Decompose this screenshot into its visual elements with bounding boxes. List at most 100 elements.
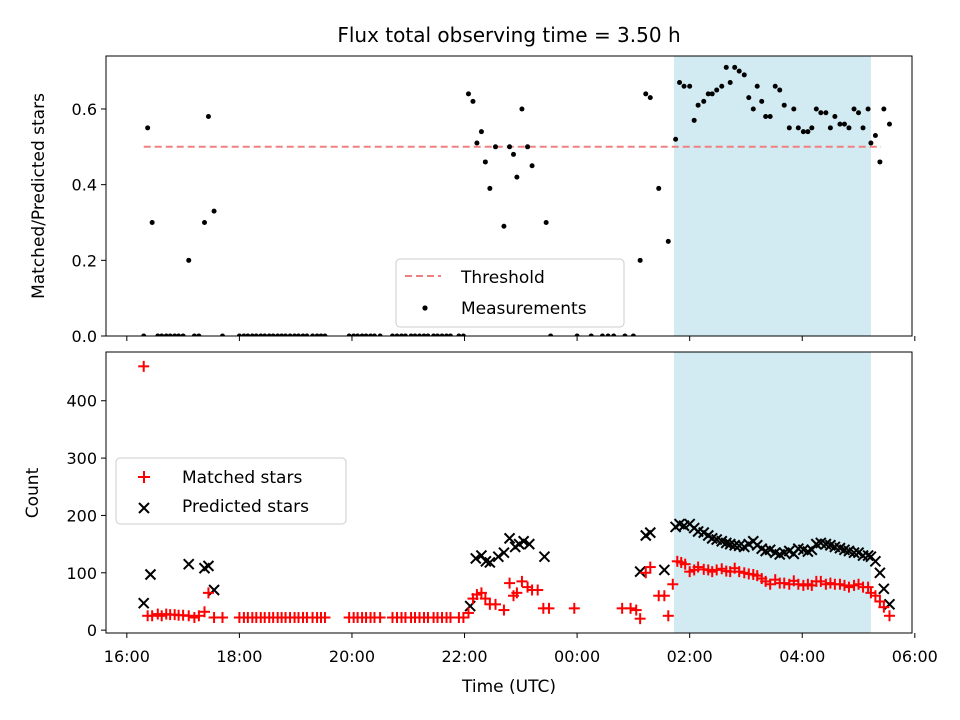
measurement-point [412, 333, 418, 336]
measurement-point [501, 223, 507, 229]
measurement-point [777, 87, 783, 93]
measurement-point [841, 121, 847, 127]
measurement-point [431, 333, 437, 336]
matched-star-point [792, 578, 804, 590]
measurement-point [447, 333, 453, 336]
y-tick-label: 100 [66, 564, 97, 583]
x-tick-label: 02:00 [667, 647, 713, 666]
measurement-point [856, 110, 862, 116]
predicted-star-point [848, 547, 860, 559]
measurement-point [487, 185, 493, 191]
measurement-point [786, 125, 792, 131]
legend-matched-label: Matched stars [182, 468, 302, 488]
matched-star-point [692, 561, 704, 573]
chart-title: Flux total observing time = 3.50 h [337, 23, 680, 47]
measurement-point [270, 333, 276, 336]
measurement-point [805, 129, 811, 135]
measurement-point [818, 110, 824, 116]
measurement-point [262, 333, 268, 336]
measurement-point [368, 333, 374, 336]
matched-star-point [193, 610, 205, 622]
predicted-star-point [720, 537, 732, 549]
measurement-point [665, 238, 671, 244]
predicted-star-point [492, 551, 505, 563]
predicted-star-point [144, 568, 157, 581]
x-tick-label: 20:00 [329, 647, 375, 666]
matched-star-point [198, 606, 210, 618]
matched-star-point [146, 610, 158, 622]
measurement-point [191, 333, 197, 336]
measurement-point [186, 257, 192, 263]
measurement-point [205, 114, 211, 120]
measurement-point [435, 333, 441, 336]
measurement-point [846, 125, 852, 131]
measurement-point [719, 83, 725, 89]
measurement-point [511, 151, 517, 157]
x-tick-label: 00:00 [554, 647, 600, 666]
x-tick-label: 06:00 [892, 647, 938, 666]
measurement-point [398, 333, 404, 336]
matched-star-point [640, 567, 652, 579]
y-tick-label: 400 [66, 392, 97, 411]
measurement-point [355, 333, 361, 336]
predicted-star-point [480, 555, 492, 568]
measurement-point [275, 333, 281, 336]
measurement-point [705, 91, 711, 97]
measurement-point [823, 110, 829, 116]
measurement-point [470, 98, 476, 104]
predicted-star-point [658, 564, 671, 576]
matched-star-point [662, 610, 674, 622]
predicted-star-point [523, 538, 535, 550]
matched-star-point [679, 558, 691, 570]
legend-threshold-label: Threshold [460, 268, 545, 288]
measurement-point [279, 333, 285, 336]
legend-predicted-swatch [138, 502, 150, 514]
measurement-point [837, 121, 843, 127]
y-tick-label: 0.6 [72, 100, 97, 119]
measurement-point [196, 333, 202, 336]
x-tick-label: 18:00 [216, 647, 262, 666]
matched-star-point [843, 581, 855, 593]
matched-star-point [374, 612, 386, 624]
matched-star-point [883, 610, 895, 622]
measurement-point [439, 333, 445, 336]
matched-star-point [644, 561, 656, 573]
measurement-point [868, 140, 874, 146]
top-panel: 0.0 0.2 0.4 0.6 Matched/Predicted stars Thr… [29, 55, 916, 346]
measurement-point [253, 333, 259, 336]
predicted-star-point [470, 552, 482, 565]
measurement-point [630, 333, 636, 336]
measurement-point [417, 333, 423, 336]
top-legend: Threshold Measurements [395, 258, 625, 328]
matched-star-point [568, 602, 580, 614]
measurement-point [444, 333, 450, 336]
measurement-point [145, 125, 151, 131]
measurement-point [241, 333, 247, 336]
legend-predicted-label: Predicted stars [182, 497, 309, 517]
measurement-point [492, 144, 498, 150]
predicted-star-point [517, 535, 530, 547]
measurement-point [548, 333, 554, 336]
measurement-point [141, 333, 147, 336]
measurement-point [529, 163, 535, 169]
measurement-point [304, 333, 310, 336]
measurements-points [141, 64, 892, 336]
measurement-point [408, 333, 414, 336]
measurement-point [800, 129, 806, 135]
matched-star-point [625, 602, 637, 614]
matched-star-point [733, 566, 745, 578]
bottom-x-axis: 16:00 18:00 20:00 22:00 00:00 02:00 04:00 06:00 [104, 633, 938, 666]
measurement-point [346, 333, 352, 336]
legend-measurements-swatch [422, 305, 428, 311]
measurement-point [292, 333, 298, 336]
measurement-point [201, 219, 207, 225]
y-tick-label: 0.4 [72, 176, 97, 195]
top-y-axis-label: Matched/Predicted stars [29, 93, 49, 299]
measurement-point [877, 159, 883, 165]
measurement-point [322, 333, 328, 336]
predicted-star-point [202, 560, 215, 572]
matched-star-point [511, 587, 523, 599]
measurement-point [266, 333, 272, 336]
matched-star-point [479, 593, 491, 605]
